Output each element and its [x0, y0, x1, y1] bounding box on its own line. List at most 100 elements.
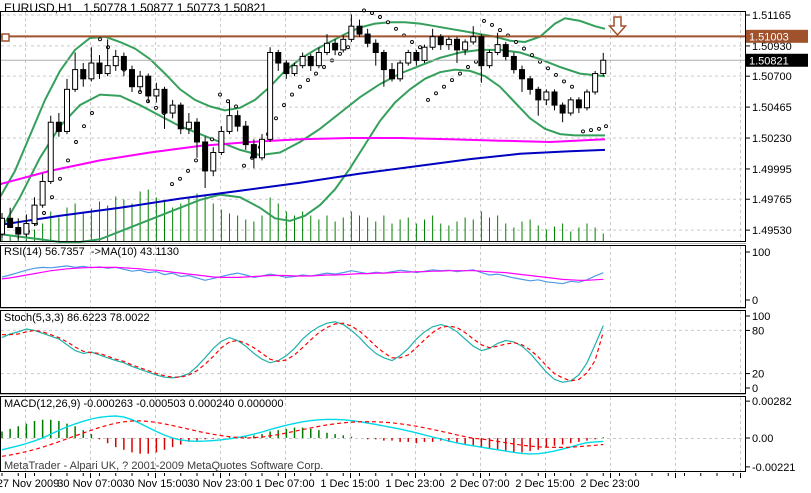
price-axis-label: 1.49995 — [752, 164, 792, 176]
gridlines — [1, 12, 745, 471]
price-axis-label: 1.50230 — [752, 133, 792, 145]
bear-candle — [364, 33, 371, 44]
stochastic-panel-%k-line — [1, 321, 604, 383]
time-axis-label: 27 Nov 2009 — [0, 478, 59, 490]
bull-candle — [267, 52, 274, 140]
hline-price-badge — [746, 29, 808, 43]
price-axis-label: 1.50700 — [752, 71, 792, 83]
volume-bars — [1, 189, 604, 242]
bull-candle — [23, 223, 30, 235]
bull-candle — [226, 115, 233, 132]
bull-candle — [340, 38, 347, 51]
time-axis-label: 30 Nov 23:00 — [187, 478, 252, 490]
bear-candle — [15, 227, 22, 235]
bull-candle — [299, 55, 306, 67]
main-panel-frame[interactable] — [0, 11, 746, 242]
bear-candle — [55, 121, 62, 132]
bear-candle — [7, 217, 14, 229]
indicator-axis-label: 100 — [752, 311, 770, 323]
time-axis-label: 2 Dec 23:00 — [580, 478, 639, 490]
price-axis[interactable]: 1.51165 1.50930 1.50700 1.50465 1.50230 1.499… — [745, 0, 811, 493]
stochastic-indicator-label: Stoch(5,3,3) 86.6223 78.0022 — [4, 312, 150, 324]
bear-candle — [535, 88, 542, 101]
bull-candle — [324, 42, 330, 54]
bull-candle — [104, 65, 111, 75]
bull-candle — [64, 88, 70, 132]
macd-panel-frame[interactable] — [0, 396, 746, 472]
bull-candle — [153, 88, 160, 97]
bear-candle — [478, 36, 485, 67]
bear-candle — [145, 75, 152, 97]
bear-candle — [527, 78, 534, 90]
price-badge-text: 1.51003 — [749, 32, 789, 44]
time-axis-label: 2 Dec 15:00 — [515, 478, 574, 490]
bear-candle — [250, 144, 257, 159]
bull-candle — [31, 204, 38, 225]
bear-candle — [437, 36, 444, 46]
bear-candle — [129, 69, 135, 88]
bull-candle — [429, 36, 436, 48]
indicator-axis-label: 20 — [752, 369, 764, 381]
bear-candle — [380, 52, 387, 71]
bull-candle — [494, 44, 501, 53]
hline-anchor-handle[interactable] — [1, 33, 10, 42]
price-badge-text: 1.50821 — [749, 55, 789, 67]
indicator-axis-label: 0 — [752, 295, 758, 307]
bull-candle — [567, 99, 574, 114]
bear-candle — [519, 69, 525, 80]
macd-axis-label: 0.00 — [752, 433, 773, 445]
horizontal-line-object[interactable] — [1, 33, 745, 42]
bull-candle — [185, 121, 192, 130]
bear-candle — [307, 55, 314, 67]
bull-candle — [397, 62, 404, 80]
bull-candle — [584, 91, 590, 109]
bear-candle — [559, 104, 566, 114]
bull-candle — [39, 180, 46, 206]
price-axis-label: 1.51165 — [752, 10, 791, 22]
bull-candle — [112, 55, 119, 67]
bull-candle — [72, 69, 79, 90]
indicator-axis-label: 100 — [752, 247, 770, 259]
rsi-panel-ma-line — [1, 266, 604, 281]
bull-candle — [0, 217, 5, 235]
bear-candle — [356, 25, 363, 35]
indicator-axis-label: 80 — [752, 325, 764, 337]
bear-candle — [283, 62, 290, 75]
macd-histogram — [1, 419, 604, 454]
bull-candle — [486, 52, 493, 67]
macd-main-line — [1, 415, 604, 455]
rsi-panel-rsi-line — [1, 265, 604, 285]
macd-axis-label: 0.00282 — [752, 396, 792, 408]
bear-candle — [80, 69, 87, 80]
rsi-panel-frame[interactable] — [0, 245, 746, 308]
bollinger-lower-line — [0, 68, 605, 243]
bear-candle — [510, 55, 517, 71]
bull-candle — [348, 25, 355, 40]
macd-indicator-label: MACD(12,26,9) -0.000263 -0.000503 0.0002… — [4, 398, 284, 410]
bear-candle — [551, 91, 558, 106]
stochastic-panel-frame[interactable] — [0, 310, 746, 394]
bear-candle — [242, 125, 249, 146]
panel-frames — [0, 11, 811, 472]
bull-candle — [88, 62, 95, 80]
bull-candle — [543, 91, 550, 101]
fast-ma-line — [0, 137, 606, 186]
candles-layer — [0, 14, 607, 240]
bear-candle — [177, 104, 184, 130]
bear-candle — [275, 52, 282, 64]
bull-candle — [259, 138, 265, 159]
bull-candle — [47, 121, 54, 182]
current-price-badge — [746, 53, 808, 67]
price-axis-label: 1.49765 — [752, 194, 792, 206]
bear-candle — [234, 115, 241, 127]
bear-candle — [202, 141, 209, 172]
price-axis-label: 1.50930 — [752, 41, 792, 53]
price-axis-label: 1.49530 — [752, 225, 792, 237]
bear-candle — [454, 38, 460, 51]
arrow-down-object[interactable] — [607, 16, 628, 37]
bear-candle — [413, 52, 420, 61]
time-axis-label: 30 Nov 15:00 — [122, 478, 187, 490]
